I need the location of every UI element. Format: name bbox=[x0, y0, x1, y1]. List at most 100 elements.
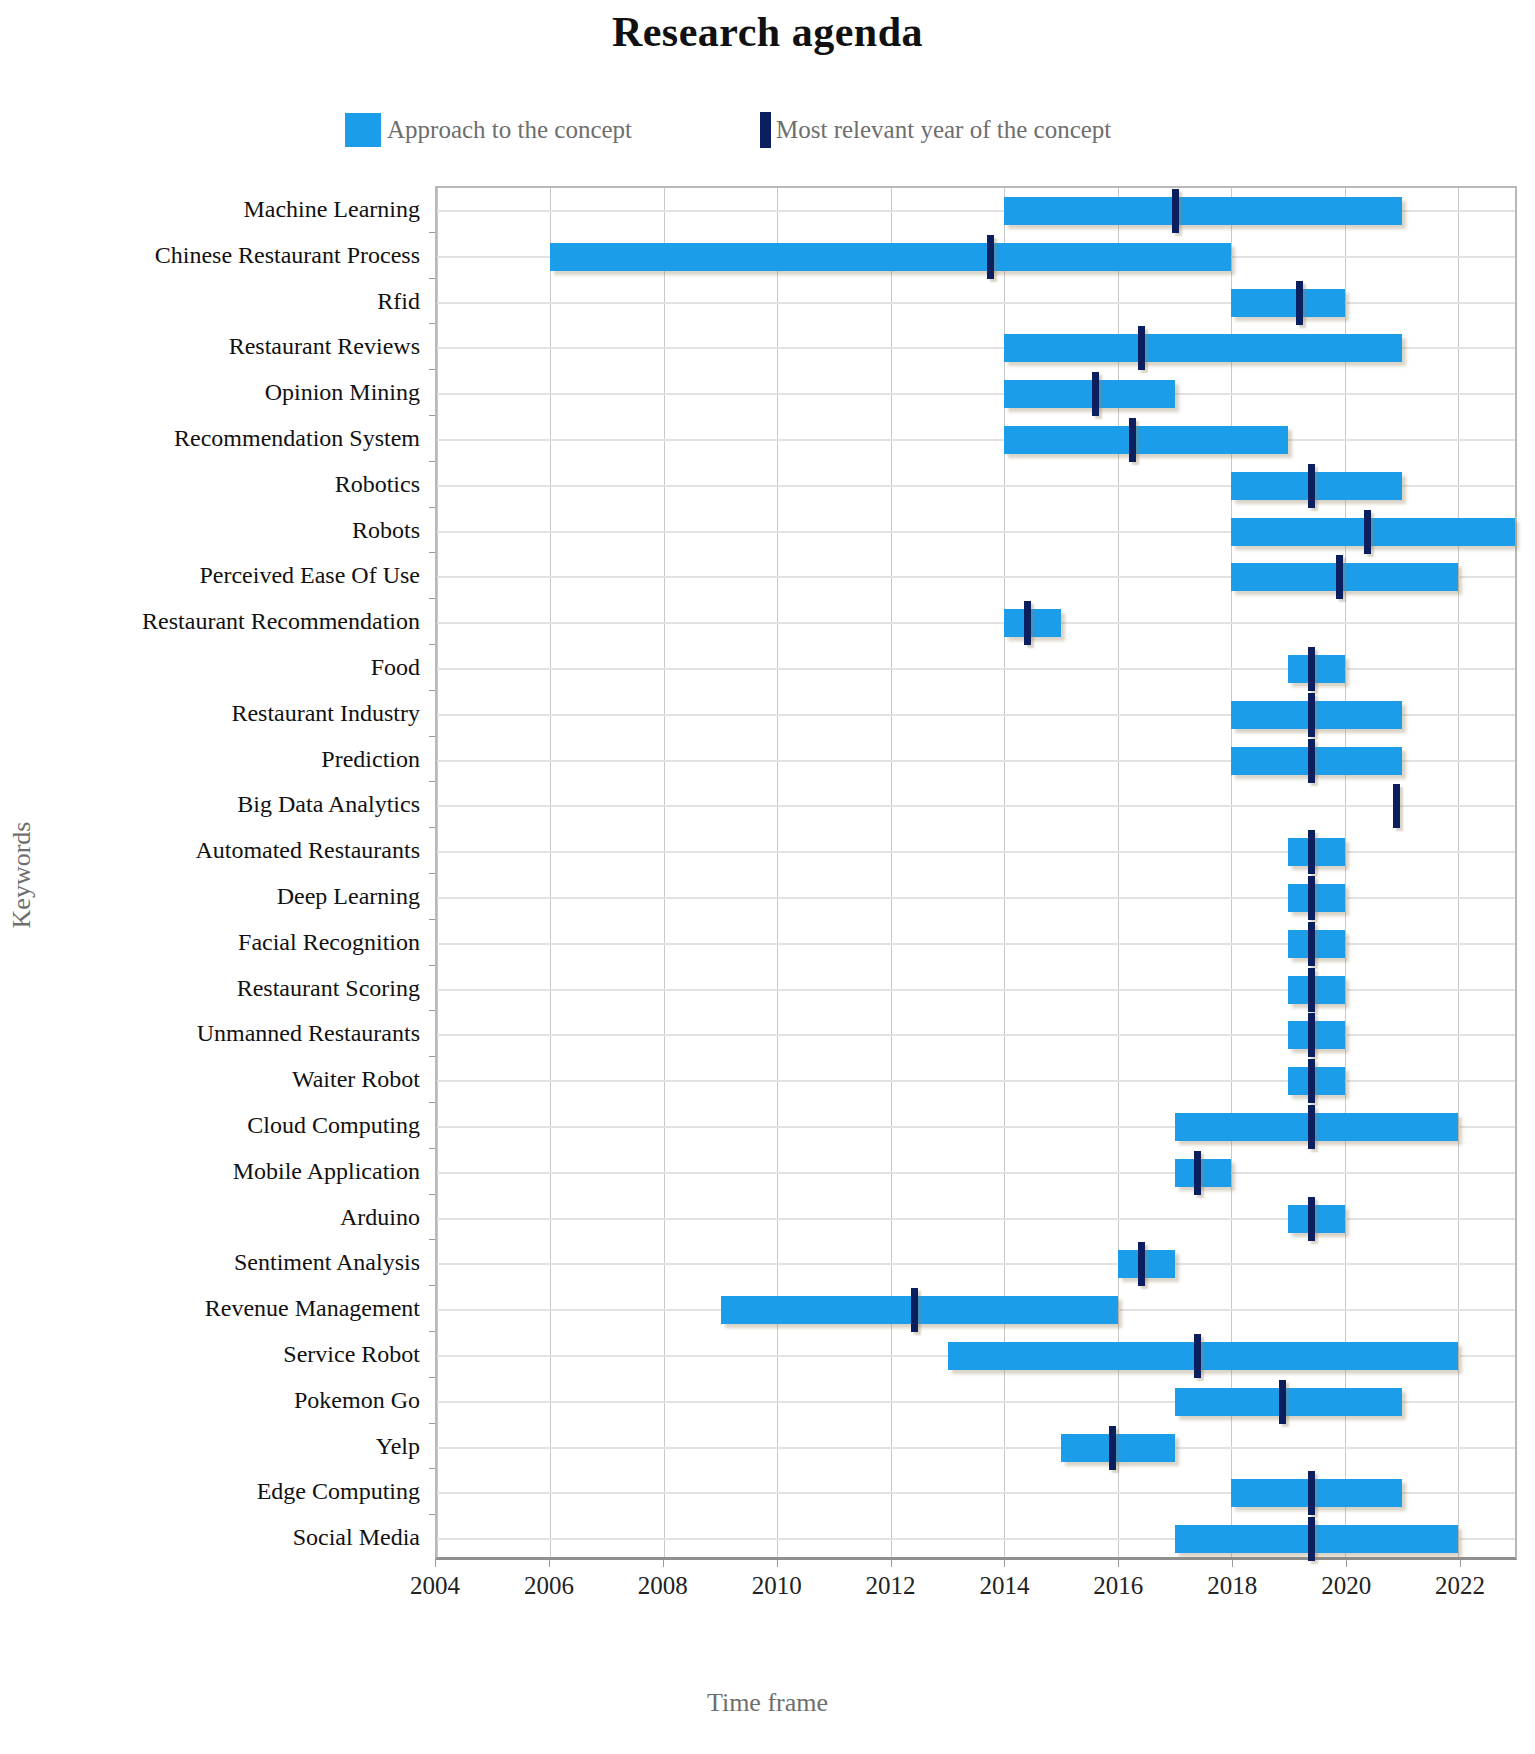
most-relevant-year-marker bbox=[1308, 464, 1315, 508]
most-relevant-year-marker bbox=[1308, 739, 1315, 783]
y-axis-tick bbox=[429, 919, 435, 920]
most-relevant-year-marker bbox=[1393, 784, 1400, 828]
row-label-social-media: Social Media bbox=[0, 1525, 420, 1549]
approach-bar bbox=[1004, 426, 1288, 454]
approach-swatch-icon bbox=[345, 113, 381, 147]
most-relevant-year-marker bbox=[911, 1288, 918, 1332]
approach-bar bbox=[721, 1296, 1118, 1324]
approach-bar bbox=[1231, 1479, 1401, 1507]
legend-item-relevant-year: Most relevant year of the concept bbox=[760, 112, 1111, 148]
row-label-waiter-robot: Waiter Robot bbox=[0, 1067, 420, 1091]
relevant-year-swatch-icon bbox=[760, 112, 771, 148]
y-axis-tick bbox=[429, 1377, 435, 1378]
x-axis-tick bbox=[777, 1560, 778, 1567]
x-axis-tick bbox=[1232, 1560, 1233, 1567]
y-axis-title: Keywords bbox=[7, 815, 37, 935]
row-label-yelp: Yelp bbox=[0, 1434, 420, 1458]
x-axis-tick bbox=[1460, 1560, 1461, 1567]
most-relevant-year-marker bbox=[1279, 1380, 1286, 1424]
approach-bar bbox=[1175, 1113, 1459, 1141]
y-axis-tick bbox=[429, 1010, 435, 1011]
x-tick-label: 2020 bbox=[1321, 1572, 1371, 1600]
y-axis-tick bbox=[429, 1239, 435, 1240]
approach-bar bbox=[1231, 747, 1401, 775]
row-label-rfid: Rfid bbox=[0, 289, 420, 313]
horizontal-gridline bbox=[437, 668, 1515, 670]
y-axis-tick bbox=[429, 552, 435, 553]
x-tick-label: 2012 bbox=[866, 1572, 916, 1600]
approach-bar bbox=[1231, 518, 1515, 546]
y-axis-tick bbox=[429, 232, 435, 233]
most-relevant-year-marker bbox=[1308, 693, 1315, 737]
most-relevant-year-marker bbox=[1138, 326, 1145, 370]
most-relevant-year-marker bbox=[987, 235, 994, 279]
legend-approach-label: Approach to the concept bbox=[387, 116, 632, 144]
row-label-revenue-management: Revenue Management bbox=[0, 1296, 420, 1320]
row-label-restaurant-recommendation: Restaurant Recommendation bbox=[0, 609, 420, 633]
y-axis-tick bbox=[429, 736, 435, 737]
x-tick-label: 2008 bbox=[638, 1572, 688, 1600]
approach-bar bbox=[1004, 609, 1061, 637]
y-axis-tick bbox=[429, 873, 435, 874]
approach-bar bbox=[1288, 930, 1345, 958]
horizontal-gridline bbox=[437, 805, 1515, 807]
legend: Approach to the concept Most relevant ye… bbox=[345, 112, 1345, 148]
x-axis-tick bbox=[891, 1560, 892, 1567]
y-axis-tick bbox=[429, 644, 435, 645]
x-tick-label: 2014 bbox=[979, 1572, 1029, 1600]
y-axis-keyword-labels: Machine LearningChinese Restaurant Proce… bbox=[0, 186, 420, 1560]
y-axis-tick bbox=[429, 1194, 435, 1195]
most-relevant-year-marker bbox=[1308, 1471, 1315, 1515]
most-relevant-year-marker bbox=[1024, 601, 1031, 645]
row-label-restaurant-scoring: Restaurant Scoring bbox=[0, 976, 420, 1000]
chart-title: Research agenda bbox=[0, 8, 1535, 56]
x-axis-tick bbox=[663, 1560, 664, 1567]
approach-bar bbox=[1288, 976, 1345, 1004]
most-relevant-year-marker bbox=[1109, 1426, 1116, 1470]
x-axis-tick bbox=[1346, 1560, 1347, 1567]
approach-bar bbox=[1288, 1067, 1345, 1095]
row-label-perceived-ease-of-use: Perceived Ease Of Use bbox=[0, 563, 420, 587]
most-relevant-year-marker bbox=[1308, 647, 1315, 691]
row-label-automated-restaurants: Automated Restaurants bbox=[0, 838, 420, 862]
x-axis-tick bbox=[1118, 1560, 1119, 1567]
row-label-restaurant-industry: Restaurant Industry bbox=[0, 701, 420, 725]
y-axis-tick bbox=[429, 781, 435, 782]
x-tick-label: 2004 bbox=[410, 1572, 460, 1600]
most-relevant-year-marker bbox=[1308, 876, 1315, 920]
horizontal-gridline bbox=[437, 302, 1515, 304]
y-axis-tick bbox=[429, 1423, 435, 1424]
horizontal-gridline bbox=[437, 622, 1515, 624]
most-relevant-year-marker bbox=[1092, 372, 1099, 416]
y-axis-tick bbox=[429, 1102, 435, 1103]
x-axis-tick bbox=[435, 1560, 436, 1567]
x-axis-title: Time frame bbox=[0, 1688, 1535, 1718]
most-relevant-year-marker bbox=[1308, 968, 1315, 1012]
y-axis-tick bbox=[429, 369, 435, 370]
horizontal-gridline bbox=[437, 1034, 1515, 1036]
most-relevant-year-marker bbox=[1364, 510, 1371, 554]
y-axis-tick bbox=[429, 1285, 435, 1286]
most-relevant-year-marker bbox=[1296, 281, 1303, 325]
row-label-robotics: Robotics bbox=[0, 472, 420, 496]
horizontal-gridline bbox=[437, 1263, 1515, 1265]
most-relevant-year-marker bbox=[1194, 1334, 1201, 1378]
horizontal-gridline bbox=[437, 1218, 1515, 1220]
approach-bar bbox=[1231, 701, 1401, 729]
row-label-machine-learning: Machine Learning bbox=[0, 197, 420, 221]
most-relevant-year-marker bbox=[1308, 1517, 1315, 1561]
y-axis-tick bbox=[429, 1148, 435, 1149]
approach-bar bbox=[1231, 472, 1401, 500]
row-label-prediction: Prediction bbox=[0, 747, 420, 771]
most-relevant-year-marker bbox=[1336, 555, 1343, 599]
row-label-service-robot: Service Robot bbox=[0, 1342, 420, 1366]
legend-relevant-label: Most relevant year of the concept bbox=[776, 116, 1111, 144]
row-label-sentiment-analysis: Sentiment Analysis bbox=[0, 1250, 420, 1274]
y-axis-tick bbox=[429, 415, 435, 416]
most-relevant-year-marker bbox=[1308, 1013, 1315, 1057]
approach-bar bbox=[1118, 1250, 1175, 1278]
row-label-recommendation-system: Recommendation System bbox=[0, 426, 420, 450]
most-relevant-year-marker bbox=[1308, 1197, 1315, 1241]
horizontal-gridline bbox=[437, 1080, 1515, 1082]
row-label-pokemon-go: Pokemon Go bbox=[0, 1388, 420, 1412]
